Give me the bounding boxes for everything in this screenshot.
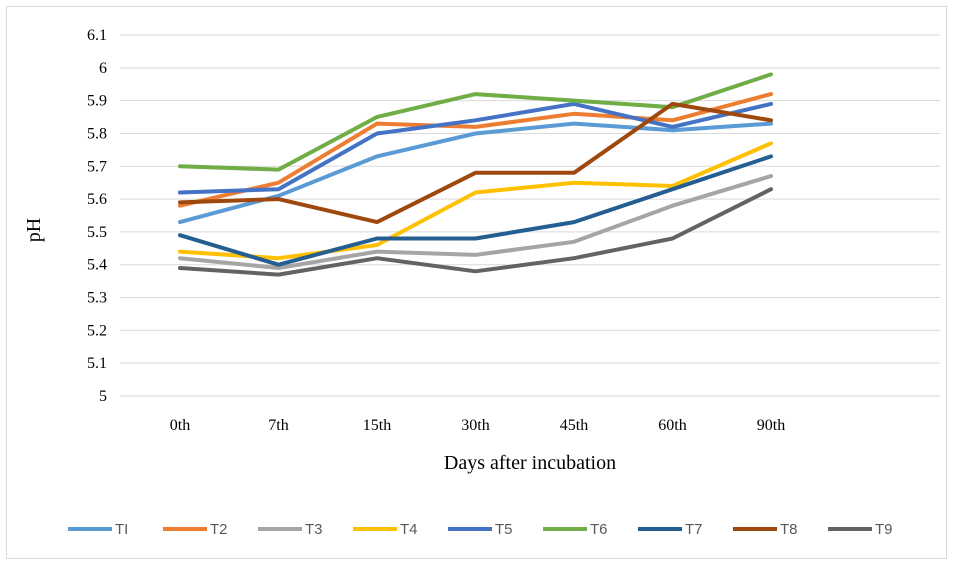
legend-label-t4: T4 — [400, 521, 418, 538]
y-tick-label: 5.8 — [87, 125, 107, 142]
y-tick-label: 5.7 — [87, 158, 107, 175]
legend-label-t3: T3 — [305, 521, 323, 538]
y-tick-label: 5.1 — [87, 355, 107, 372]
y-tick-label: 6.1 — [87, 27, 107, 44]
y-tick-label: 5.6 — [87, 191, 107, 208]
x-tick-label: 0th — [170, 417, 190, 434]
legend-label-ti: TI — [115, 521, 128, 538]
y-tick-label: 6 — [99, 60, 107, 77]
x-tick-label: 7th — [268, 417, 288, 434]
y-tick-label: 5.9 — [87, 93, 107, 110]
x-tick-label: 30th — [461, 417, 489, 434]
x-axis-ticks: 0th 7th 15th 30th 45th 60th 90th — [170, 417, 785, 434]
y-tick-label: 5.3 — [87, 290, 107, 307]
legend-label-t5: T5 — [495, 521, 513, 538]
legend-label-t2: T2 — [210, 521, 228, 538]
legend-label-t6: T6 — [590, 521, 608, 538]
x-tick-label: 60th — [658, 417, 686, 434]
y-axis-ticks: 5 5.1 5.2 5.3 5.4 5.5 5.6 5.7 5.8 5.9 6 6.1 — [87, 27, 107, 405]
y-tick-label: 5.5 — [87, 224, 107, 241]
chart-area — [6, 6, 947, 559]
legend-label-t8: T8 — [780, 521, 798, 538]
y-tick-label: 5.4 — [87, 257, 107, 274]
y-tick-label: 5 — [99, 388, 107, 405]
y-axis-title: pH — [23, 218, 45, 242]
series-lines — [178, 72, 773, 277]
legend-label-t7: T7 — [685, 521, 703, 538]
legend-label-t9: T9 — [875, 521, 893, 538]
x-axis-title: Days after incubation — [444, 452, 616, 474]
x-tick-label: 15th — [363, 417, 391, 434]
x-tick-label: 45th — [560, 417, 588, 434]
gridlines — [120, 34, 940, 397]
y-tick-label: 5.2 — [87, 322, 107, 339]
x-tick-label: 90th — [757, 417, 785, 434]
legend: TI T2 T3 T4 T5 T6 T7 T8 T9 — [68, 521, 893, 538]
